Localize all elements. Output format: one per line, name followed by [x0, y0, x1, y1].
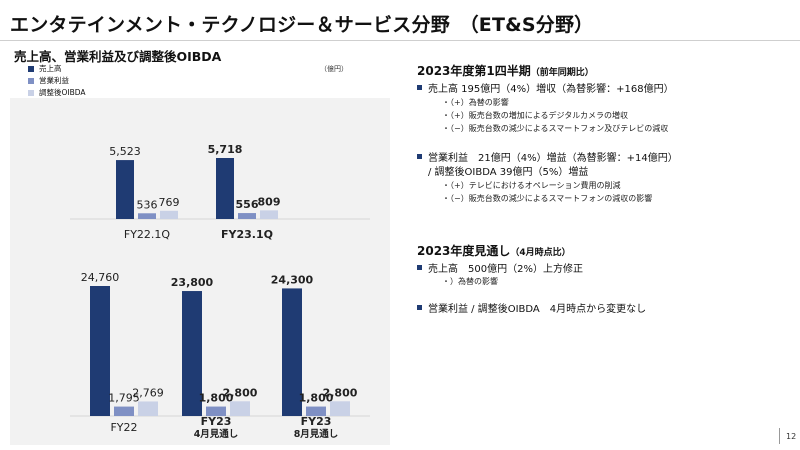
q1-op-item: 営業利益 21億円（4%）増益（為替影響：+14億円） [417, 149, 678, 164]
category-label-2-2-2: 4月見通し [194, 429, 239, 440]
data-label-2-3-3: 2,800 [323, 386, 358, 399]
q1-sales-item: 売上高 195億円（4%）増収（為替影響：+168億円） [417, 80, 674, 95]
bar-2-2-3 [230, 401, 250, 416]
data-label-2-1-1: 24,760 [81, 271, 120, 284]
outlook-section-title: 2023年度見通し（4月時点比） [417, 242, 571, 259]
legend-sales-label: 売上高 [39, 64, 62, 73]
chart-title: 売上高、営業利益及び調整後OIBDA [14, 49, 222, 64]
q1-title: 2023年度第1四半期 [417, 64, 531, 78]
data-label-2-1-3: 2,769 [132, 386, 164, 399]
q1-sales-sub-1: ・（+）為替の影響 [442, 98, 509, 107]
bar-1-1-3 [160, 210, 178, 219]
q1-op-text: 営業利益 21億円（4%）増益（為替影響：+14億円） [428, 153, 678, 164]
bar-1-1-1 [116, 160, 134, 219]
category-label-2-3-1: FY23 [301, 415, 332, 428]
q1-title-note: （前年同期比） [530, 68, 594, 78]
q1-op-sub-2: ・（−）販売台数の減少によるスマートフォンの減収の影響 [442, 194, 653, 203]
outlook-title-note: （4月時点比） [510, 248, 571, 258]
data-label-2-3-1: 24,300 [271, 273, 314, 286]
bar-2-3-3 [330, 401, 350, 416]
data-label-2-1-2: 1,795 [108, 392, 140, 405]
bar-2-3-1 [282, 288, 302, 416]
bar-2-1-2 [114, 406, 134, 416]
legend-oibda: 調整後OIBDA [28, 87, 86, 98]
data-label-1-1-3: 769 [159, 196, 180, 209]
page-title: エンタテインメント・テクノロジー＆サービス分野 （ET&S分野） [10, 14, 594, 36]
legend-op-income: 営業利益 [28, 75, 69, 86]
legend-sales: 売上高 [28, 63, 62, 74]
bar-1-2-1 [216, 158, 234, 219]
legend-oibda-label: 調整後OIBDA [39, 88, 86, 97]
legend-oibda-swatch [28, 89, 34, 96]
bullet-icon [417, 85, 422, 90]
category-label-2-1: FY22 [110, 421, 137, 434]
q1-section-title: 2023年度第1四半期（前年同期比） [417, 62, 594, 79]
bullet-icon [417, 265, 422, 270]
legend-op-income-label: 営業利益 [39, 76, 69, 85]
bar-1-2-3 [260, 210, 278, 219]
q1-oibda-text: / 調整後OIBDA 39億円（5%）増益 [428, 167, 589, 178]
chart-panel: 5,523 536 769 FY22.1Q 5,718 556 809 FY23.1Q 24,7… [10, 98, 390, 445]
bar-1-2-2 [238, 213, 256, 219]
outlook-title: 2023年度見通し [417, 244, 511, 258]
bar-2-3-2 [306, 406, 326, 416]
category-label-2-3-2: 8月見通し [294, 429, 339, 440]
category-label-2-2-1: FY23 [201, 415, 232, 428]
data-label-2-2-2: 1,800 [199, 392, 234, 405]
bar-charts: 5,523 536 769 FY22.1Q 5,718 556 809 FY23.1Q 24,7… [70, 143, 370, 440]
outlook-op-item: 営業利益 / 調整後OIBDA 4月時点から変更なし [417, 300, 646, 315]
q1-sales-sub-2: ・（+）販売台数の増加によるデジタルカメラの増収 [442, 111, 629, 120]
legend-op-income-swatch [28, 77, 34, 84]
data-label-1-2-3: 809 [258, 195, 281, 208]
q1-sales-sub-3: ・（−）販売台数の減少によるスマートフォン及びテレビの減収 [442, 124, 669, 133]
bar-2-1-1 [90, 286, 110, 416]
bullet-icon [417, 154, 422, 159]
category-label-1-1: FY22.1Q [124, 228, 171, 241]
data-label-2-3-2: 1,800 [299, 392, 334, 405]
unit-label: （億円） [320, 65, 348, 73]
outlook-op-text: 営業利益 / 調整後OIBDA 4月時点から変更なし [428, 304, 647, 315]
data-label-1-1-2: 536 [137, 198, 158, 211]
data-label-1-2-1: 5,718 [208, 143, 243, 156]
outlook-sales-text: 売上高 500億円（2%）上方修正 [428, 264, 583, 275]
page-number-divider [779, 428, 780, 444]
title-divider [0, 40, 800, 41]
data-label-1-2-2: 556 [236, 198, 259, 211]
data-label-1-1-1: 5,523 [109, 145, 141, 158]
data-label-2-2-3: 2,800 [223, 386, 258, 399]
legend-sales-swatch [28, 65, 34, 72]
category-label-1-2: FY23.1Q [221, 228, 273, 241]
bar-2-2-1 [182, 291, 202, 416]
data-label-2-2-1: 23,800 [171, 276, 214, 289]
q1-op-sub-1: ・（+）テレビにおけるオペレーション費用の削減 [442, 181, 621, 190]
page-number: 12 [786, 432, 797, 441]
bullet-icon [417, 305, 422, 310]
bar-2-2-2 [206, 406, 226, 416]
bar-2-1-3 [138, 401, 158, 416]
outlook-sales-item: 売上高 500億円（2%）上方修正 [417, 260, 583, 275]
outlook-sales-sub-1: ・）為替の影響 [442, 277, 498, 286]
bar-1-1-2 [138, 213, 156, 219]
q1-sales-text: 売上高 195億円（4%）増収（為替影響：+168億円） [428, 84, 674, 95]
